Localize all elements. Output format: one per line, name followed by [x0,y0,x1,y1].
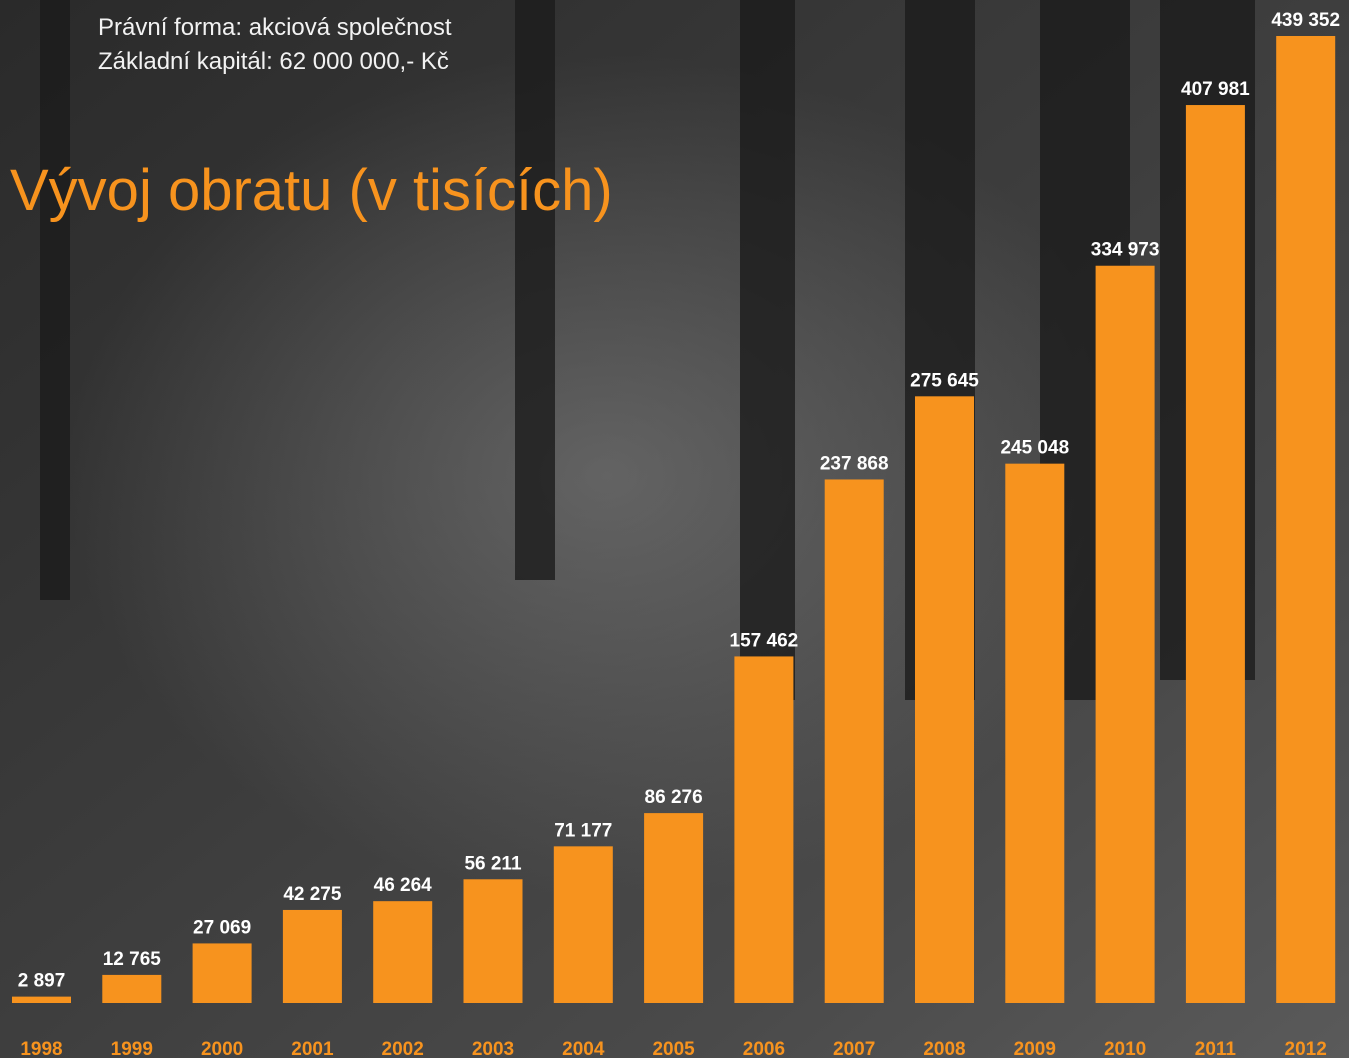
bar [1185,105,1245,1004]
x-tick-label: 2010 [1104,1039,1146,1058]
bar [644,813,704,1003]
bar [824,479,884,1004]
x-tick-label: 2000 [201,1039,243,1058]
bar [12,996,71,1003]
info-line: Právní forma: akciová společnost [98,14,452,41]
chart-title: Vývoj obratu (v tisících) [10,158,613,223]
x-tick-label: 2007 [833,1039,875,1058]
value-label: 86 276 [645,787,703,808]
value-label: 275 645 [910,370,979,391]
bar [282,909,342,1003]
value-label: 46 264 [374,875,433,896]
bar [915,396,974,1004]
x-tick-label: 1999 [111,1039,153,1058]
value-label: 237 868 [820,453,889,474]
x-tick-label: 2008 [923,1039,965,1058]
bar [463,879,523,1003]
bar [373,901,433,1003]
value-label: 407 981 [1181,79,1250,100]
value-label: 12 765 [103,949,162,970]
x-tick-label: 1998 [20,1039,62,1058]
value-label: 245 048 [1000,438,1069,459]
value-label: 56 211 [464,853,521,874]
value-label: 157 462 [730,630,799,651]
info-line: Základní kapitál: 62 000 000,- Kč [98,48,449,75]
value-label: 334 973 [1091,240,1160,261]
x-tick-label: 2001 [291,1039,334,1058]
value-label: 2 897 [18,971,66,992]
x-tick-label: 2012 [1285,1039,1327,1058]
bar [1276,36,1336,1003]
x-tick-label: 2005 [652,1039,695,1058]
bar [553,846,613,1003]
value-label: 42 275 [283,884,342,905]
bar [734,656,794,1003]
x-tick-label: 2004 [562,1039,605,1058]
x-tick-label: 2009 [1014,1039,1056,1058]
x-tick-label: 2006 [743,1039,785,1058]
bar [1095,265,1155,1003]
value-label: 71 177 [554,820,612,841]
bar [1005,463,1065,1004]
bar [192,943,252,1003]
value-label: 439 352 [1271,10,1340,31]
x-tick-label: 2003 [472,1039,514,1058]
value-label: 27 069 [193,917,251,938]
x-tick-label: 2011 [1195,1039,1237,1058]
bar [102,974,162,1003]
x-tick-label: 2002 [382,1039,424,1058]
